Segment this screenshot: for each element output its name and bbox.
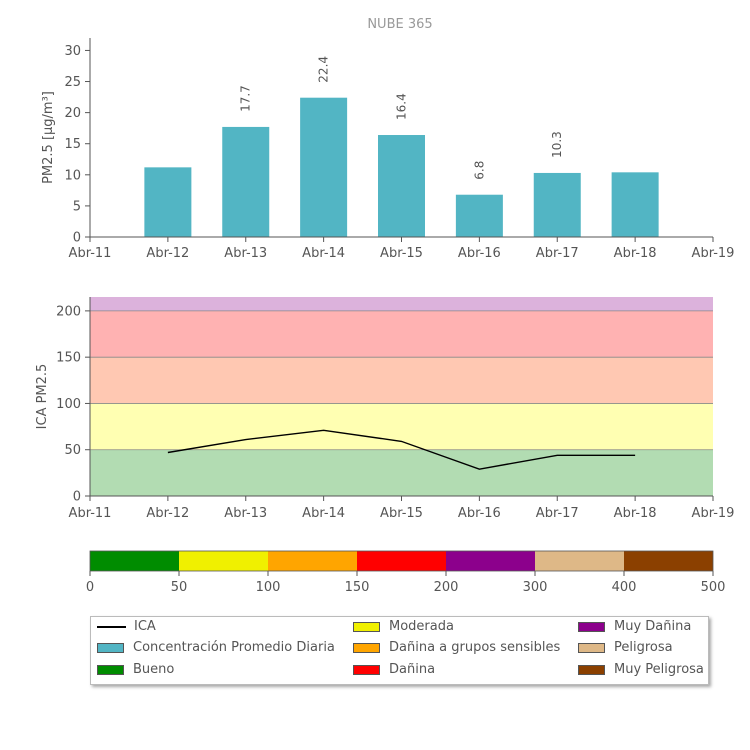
colorbar-tick-label: 300: [523, 580, 548, 595]
color-swatch: [353, 622, 380, 632]
aqi-band: [90, 310, 713, 358]
bar: [611, 172, 659, 237]
x-tick-label: Abr-18: [614, 246, 657, 261]
colorbar-tick-label: 100: [256, 580, 281, 595]
legend-label: Muy Dañina: [614, 619, 692, 634]
y-tick-label: 25: [64, 75, 81, 90]
x-tick-label: Abr-14: [302, 506, 345, 521]
color-swatch: [97, 665, 124, 675]
bar: [300, 97, 348, 237]
bar-value-label: 17.7: [239, 85, 253, 112]
legend-item-bueno: Bueno: [97, 661, 174, 679]
x-tick-label: Abr-11: [69, 246, 112, 261]
colorbar-segment: [535, 551, 624, 571]
colorbar-tick-label: 400: [612, 580, 637, 595]
y-tick-label: 5: [73, 199, 81, 214]
colorbar-border: [89, 550, 714, 572]
legend-item-muy-peligrosa: Muy Peligrosa: [578, 661, 704, 679]
legend-item-moderada: Moderada: [353, 618, 454, 636]
colorbar-tick-label: 500: [701, 580, 726, 595]
color-swatch: [353, 665, 380, 675]
x-tick-label: Abr-19: [692, 246, 735, 261]
colorbar-tick-label: 150: [345, 580, 370, 595]
colorbar-segment: [268, 551, 357, 571]
x-tick-label: Abr-18: [614, 506, 657, 521]
x-tick-label: Abr-19: [692, 506, 735, 521]
legend-item-ica: ICA: [97, 618, 156, 636]
y-tick-label: 20: [64, 106, 81, 121]
line-swatch: [97, 626, 126, 628]
legend-label: Moderada: [389, 619, 454, 634]
x-tick-label: Abr-13: [224, 246, 267, 261]
bar-value-label: 6.8: [472, 161, 486, 180]
x-tick-label: Abr-17: [536, 246, 579, 261]
color-swatch: [578, 643, 605, 653]
bar: [533, 172, 581, 237]
y-tick-label: 0: [73, 231, 81, 246]
legend-item-peligrosa: Peligrosa: [578, 639, 673, 657]
x-tick-label: Abr-12: [146, 246, 189, 261]
colorbar-tick-label: 200: [434, 580, 459, 595]
x-tick-label: Abr-16: [458, 506, 501, 521]
y-axis-label: PM2.5 [μg/m³]: [41, 91, 56, 184]
x-tick-label: Abr-13: [224, 506, 267, 521]
y-tick-label: 30: [64, 44, 81, 59]
y-tick-label: 200: [56, 304, 81, 319]
color-swatch: [97, 643, 124, 653]
x-tick-label: Abr-15: [380, 506, 423, 521]
legend-label: Concentración Promedio Diaria: [133, 640, 335, 655]
colorbar-segment: [90, 551, 179, 571]
colorbar-segment: [624, 551, 713, 571]
aqi-band: [90, 297, 713, 311]
colorbar-tick-label: 50: [171, 580, 188, 595]
bar-value-label: 22.4: [317, 56, 331, 83]
x-tick-label: Abr-11: [69, 506, 112, 521]
aqi-band: [90, 403, 713, 450]
chart-legend: ICA Concentración Promedio Diaria Bueno …: [90, 616, 709, 685]
y-tick-label: 15: [64, 137, 81, 152]
legend-label: Bueno: [133, 662, 175, 677]
legend-item-muy-danina: Muy Dañina: [578, 618, 691, 636]
aqi-band: [90, 449, 713, 496]
ica-line: [167, 429, 636, 470]
legend-item-danina-sensibles: Dañina a grupos sensibles: [353, 639, 560, 657]
bar-value-label: 16.4: [395, 93, 409, 120]
legend-label: ICA: [134, 619, 156, 634]
colorbar-segment: [357, 551, 446, 571]
legend-item-danina: Dañina: [353, 661, 435, 679]
x-tick-label: Abr-17: [536, 506, 579, 521]
aqi-band: [90, 357, 713, 404]
bar: [378, 135, 425, 237]
color-swatch: [353, 643, 380, 653]
legend-label: Peligrosa: [614, 640, 673, 655]
bar: [222, 126, 270, 237]
x-tick-label: Abr-16: [458, 246, 501, 261]
bar: [144, 167, 192, 237]
color-swatch: [578, 622, 605, 632]
x-tick-label: Abr-12: [146, 506, 189, 521]
x-tick-label: Abr-15: [380, 246, 423, 261]
legend-label: Muy Peligrosa: [614, 662, 704, 677]
x-tick-label: Abr-14: [302, 246, 345, 261]
colorbar-segment: [179, 551, 268, 571]
bar: [455, 194, 503, 237]
colorbar-tick-label: 0: [86, 580, 94, 595]
y-tick-label: 100: [56, 397, 81, 412]
y-tick-label: 10: [64, 168, 81, 183]
colorbar-segment: [446, 551, 535, 571]
bar-value-label: 10.3: [550, 131, 564, 158]
legend-label: Dañina: [389, 662, 436, 677]
legend-item-concentracion: Concentración Promedio Diaria: [97, 639, 335, 657]
legend-label: Dañina a grupos sensibles: [389, 640, 561, 655]
y-tick-label: 50: [64, 443, 81, 458]
y-tick-label: 0: [73, 490, 81, 505]
color-swatch: [578, 665, 605, 675]
y-axis-label: ICA PM2.5: [35, 364, 50, 430]
chart-title: NUBE 365: [367, 17, 432, 32]
y-tick-label: 150: [56, 351, 81, 366]
